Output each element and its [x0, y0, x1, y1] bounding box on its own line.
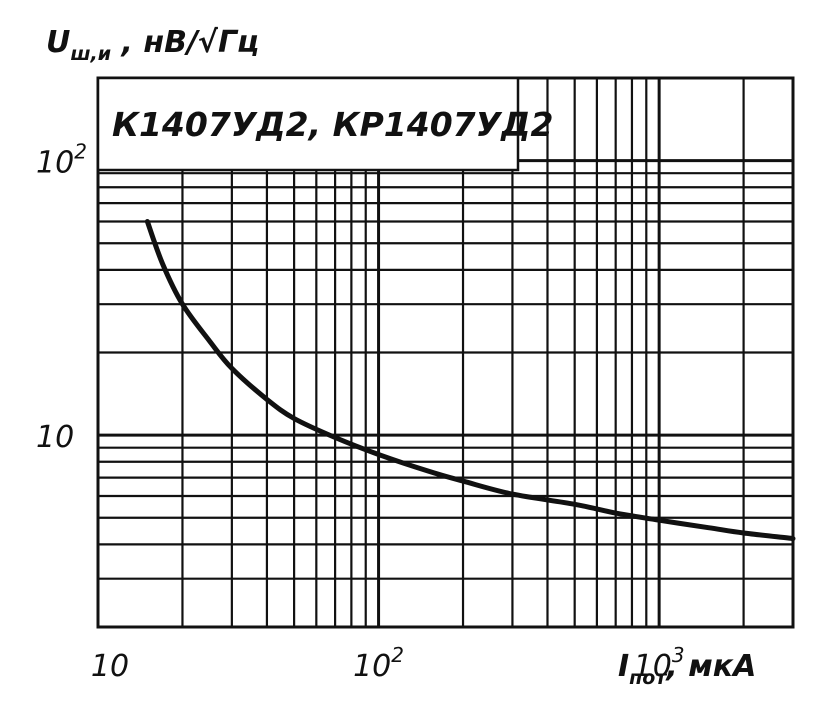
chart-title: К1407УД2, КР1407УД2: [112, 105, 553, 144]
chart-title-box: [96, 76, 520, 172]
x-tick-label-base: 10: [634, 649, 672, 684]
x-axis-label: Iпот, мкА: [618, 649, 756, 689]
y-axis-label: Uш,и , нВ/√Гц: [46, 25, 259, 65]
series-line: [144, 219, 796, 542]
x-tick-label-base: 10: [91, 649, 129, 684]
y-tick-label-base: 10: [36, 146, 74, 181]
y-tick-label-exponent: 2: [74, 140, 87, 164]
x-axis-subscript: пот: [629, 667, 667, 689]
x-tick-label: 102: [353, 643, 404, 684]
y-tick-label: 10: [36, 420, 74, 455]
y-axis-symbol: U: [46, 25, 70, 60]
x-axis-symbol: I: [618, 649, 629, 684]
x-tick-label: 103: [634, 643, 685, 684]
y-axis-subscript: ш,и: [70, 43, 111, 65]
x-tick-label-base: 10: [353, 649, 391, 684]
x-tick-label: 10: [91, 649, 129, 684]
y-axis-unit: , нВ/√Гц: [111, 25, 259, 60]
y-tick-label: 102: [36, 140, 87, 181]
y-tick-label-base: 10: [36, 420, 74, 455]
x-axis-unit: , мкА: [664, 649, 756, 684]
x-tick-label-exponent: 2: [391, 643, 404, 667]
x-tick-label-exponent: 3: [672, 643, 685, 667]
